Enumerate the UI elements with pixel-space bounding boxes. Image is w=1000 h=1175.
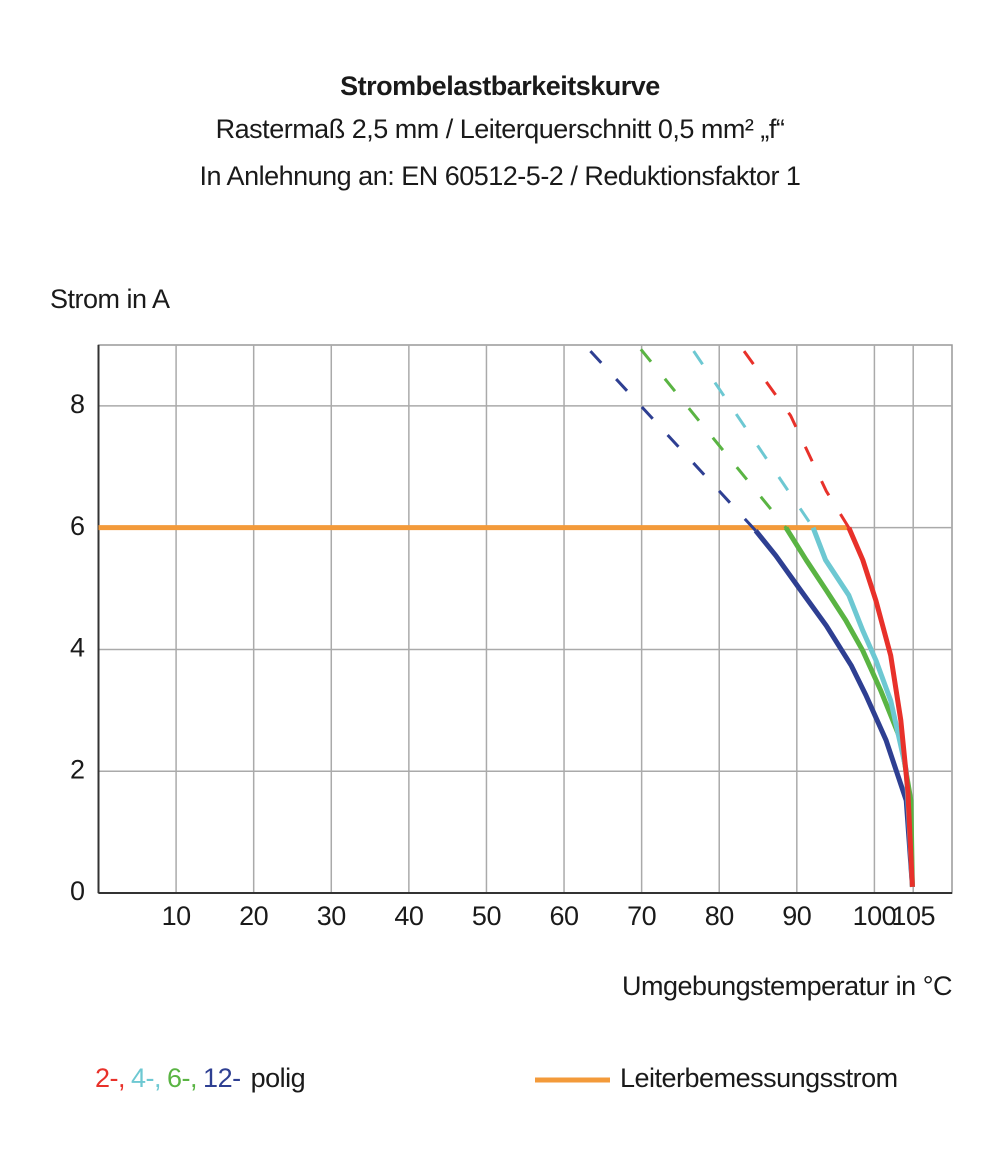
legend-entry: Leiterbemessungsstrom (620, 1063, 898, 1093)
y-tick-label: 4 (70, 633, 85, 663)
x-axis-label: Umgebungstemperatur in °C (622, 971, 952, 1001)
x-tick-label: 60 (550, 901, 579, 931)
chart-subtitle: In Anlehnung an: EN 60512-5-2 / Reduktio… (200, 161, 801, 191)
line (753, 529, 915, 888)
x-tick-label: 70 (627, 901, 656, 931)
x-tick-label: 10 (162, 901, 191, 931)
dashed-line (589, 350, 757, 532)
dashed-line (692, 350, 815, 529)
x-tick-label: 50 (472, 901, 501, 931)
chart-subtitle: Rastermaß 2,5 mm / Leiterquerschnitt 0,5… (216, 114, 785, 144)
x-tick-label: 20 (239, 901, 268, 931)
x-tick-label: 90 (782, 901, 811, 931)
legend-entry: 2-, (95, 1063, 125, 1093)
y-tick-label: 0 (70, 876, 85, 906)
y-tick-label: 6 (70, 511, 85, 541)
line (846, 526, 915, 888)
legend-entry: 6-, (167, 1063, 197, 1093)
chart-title: Strombelastbarkeitskurve (340, 71, 660, 101)
dashed-line (742, 350, 851, 529)
x-tick-label: 105 (891, 901, 935, 931)
y-tick-label: 2 (70, 754, 85, 784)
legend-suffix: polig (251, 1063, 306, 1093)
x-tick-label: 80 (705, 901, 734, 931)
legend: 2-, 4-, 6-, 12- polig (95, 1063, 305, 1093)
legend-entry: 4-, (131, 1063, 161, 1093)
x-tick-label: 100 (853, 901, 897, 931)
x-tick-label: 40 (394, 901, 423, 931)
dashed-line (639, 348, 788, 529)
y-axis-label: Strom in A (50, 284, 170, 314)
x-tick-label: 30 (317, 901, 346, 931)
y-tick-label: 8 (70, 389, 85, 419)
legend-entry: 12- (203, 1063, 241, 1093)
